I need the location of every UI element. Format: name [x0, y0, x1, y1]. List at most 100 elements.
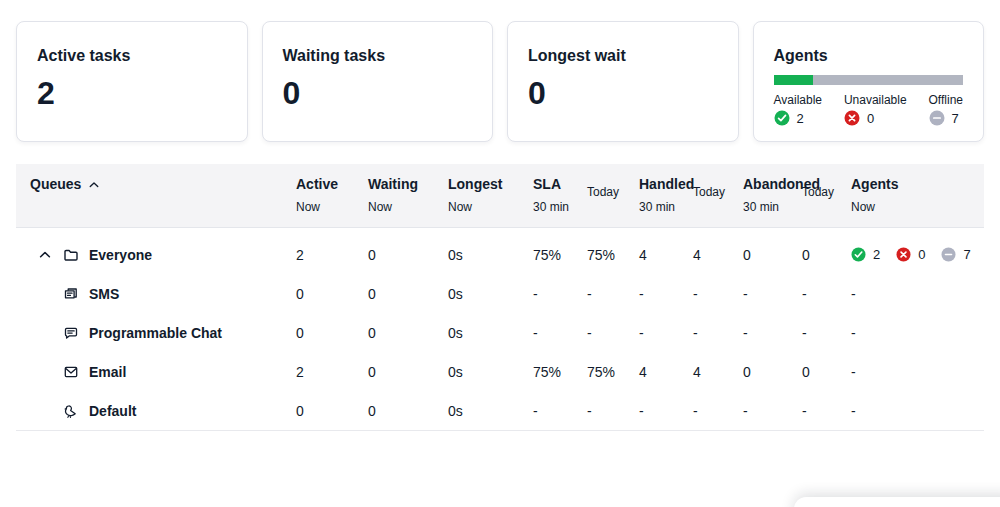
col-waiting-sub: Now: [368, 200, 448, 214]
queues-table-body: Everyone 2 0 0s 75% 75% 4 4 0 0 2 0: [16, 228, 984, 431]
chat-handled-today: -: [693, 325, 743, 341]
col-abandoned-30min-sub: 30 min: [743, 200, 802, 214]
col-sla-label: SLA: [533, 177, 587, 192]
active-tasks-title: Active tasks: [37, 46, 227, 66]
sms-sla-today: -: [587, 286, 639, 302]
email-active-now: 2: [296, 364, 368, 380]
col-abandoned-30min: Abandoned 30 min: [743, 177, 802, 214]
col-active-label: Active: [296, 177, 368, 192]
agents-unavailable-status: Unavailable 0: [844, 93, 907, 126]
col-waiting: Waiting Now: [368, 177, 448, 214]
everyone-waiting-now: 0: [368, 247, 448, 263]
everyone-handled-today: 4: [693, 247, 743, 263]
col-waiting-label: Waiting: [368, 177, 448, 192]
col-active-sub: Now: [296, 200, 368, 214]
offline-label: Offline: [929, 93, 963, 107]
sms-waiting-now: 0: [368, 286, 448, 302]
agents-bar-available-segment: [774, 75, 814, 85]
queues-table: Queues Active Now Waiting Now Longest No…: [16, 164, 984, 431]
waiting-tasks-title: Waiting tasks: [283, 46, 473, 66]
bird-icon: [63, 403, 79, 419]
sort-caret-up-icon: [88, 179, 100, 191]
col-active: Active Now: [296, 177, 368, 214]
email-abandoned-30min: 0: [743, 364, 802, 380]
everyone-abandoned-30min: 0: [743, 247, 802, 263]
everyone-agents-offline: 7: [963, 247, 970, 262]
email-waiting-now: 0: [368, 364, 448, 380]
queue-row-programmable-chat[interactable]: Programmable Chat 0 0 0s - - - - - - -: [16, 313, 984, 352]
check-circle-icon: [774, 110, 790, 126]
email-sla-30min: 75%: [533, 364, 587, 380]
col-sla-today-sub: Today: [587, 185, 639, 199]
queue-row-everyone[interactable]: Everyone 2 0 0s 75% 75% 4 4 0 0 2 0: [16, 235, 984, 274]
everyone-agents-unavailable: 0: [918, 247, 925, 262]
active-tasks-value: 2: [37, 76, 227, 110]
waiting-tasks-value: 0: [283, 76, 473, 110]
everyone-agents-available: 2: [873, 247, 880, 262]
collapse-caret-icon[interactable]: [38, 248, 52, 262]
col-handled-30min-sub: 30 min: [639, 200, 693, 214]
chat-waiting-now: 0: [368, 325, 448, 341]
col-agents: Agents Now: [851, 177, 984, 214]
unavailable-label: Unavailable: [844, 93, 907, 107]
col-abandoned-today-sub: Today: [802, 185, 851, 199]
chat-handled-30min: -: [639, 325, 693, 341]
active-tasks-card: Active tasks 2: [16, 21, 248, 142]
queues-sort-header[interactable]: Queues: [16, 177, 296, 192]
chat-agents-now: -: [851, 325, 984, 341]
sms-handled-30min: -: [639, 286, 693, 302]
folder-icon: [63, 247, 79, 263]
email-handled-today: 4: [693, 364, 743, 380]
queue-name: Default: [89, 403, 136, 419]
col-abandoned-today: Today: [802, 177, 851, 199]
x-circle-icon: [896, 247, 911, 262]
default-abandoned-today: -: [802, 403, 851, 419]
everyone-sla-30min: 75%: [533, 247, 587, 263]
sms-abandoned-today: -: [802, 286, 851, 302]
queue-row-sms[interactable]: SMS 0 0 0s - - - - - - -: [16, 274, 984, 313]
chat-sla-today: -: [587, 325, 639, 341]
agents-card-title: Agents: [774, 46, 964, 66]
offline-count: 7: [952, 111, 959, 126]
default-agents-now: -: [851, 403, 984, 419]
col-handled-label: Handled: [639, 177, 693, 192]
everyone-agents-now: 2 0 7: [851, 247, 987, 262]
col-sla-30min-sub: 30 min: [533, 200, 587, 214]
waiting-tasks-card: Waiting tasks 0: [262, 21, 494, 142]
col-handled-30min: Handled 30 min: [639, 177, 693, 214]
col-longest-sub: Now: [448, 200, 533, 214]
queue-row-email[interactable]: Email 2 0 0s 75% 75% 4 4 0 0 -: [16, 352, 984, 391]
available-label: Available: [774, 93, 822, 107]
email-abandoned-today: 0: [802, 364, 851, 380]
col-agents-sub: Now: [851, 200, 984, 214]
available-count: 2: [797, 111, 804, 126]
queue-row-default[interactable]: Default 0 0 0s - - - - - - -: [16, 391, 984, 430]
col-abandoned-label: Abandoned: [743, 177, 802, 192]
x-circle-icon: [844, 110, 860, 126]
agents-offline-status: Offline 7: [929, 93, 963, 126]
sms-handled-today: -: [693, 286, 743, 302]
chat-icon: [63, 325, 79, 341]
everyone-abandoned-today: 0: [802, 247, 851, 263]
email-icon: [63, 364, 79, 380]
col-sla-30min: SLA 30 min: [533, 177, 587, 214]
col-agents-label: Agents: [851, 177, 984, 192]
sms-icon: [63, 286, 79, 302]
agents-card: Agents Available 2 Unavailable 0 Offline: [753, 21, 985, 142]
default-handled-today: -: [693, 403, 743, 419]
sms-sla-30min: -: [533, 286, 587, 302]
sms-agents-now: -: [851, 286, 984, 302]
email-longest-now: 0s: [448, 364, 533, 380]
default-sla-today: -: [587, 403, 639, 419]
email-handled-30min: 4: [639, 364, 693, 380]
default-sla-30min: -: [533, 403, 587, 419]
email-agents-now: -: [851, 364, 984, 380]
col-longest-label: Longest: [448, 177, 533, 192]
longest-wait-card: Longest wait 0: [507, 21, 739, 142]
floating-helper-widget[interactable]: [794, 497, 1000, 507]
everyone-active-now: 2: [296, 247, 368, 263]
queues-header-label: Queues: [30, 177, 81, 192]
everyone-longest-now: 0s: [448, 247, 533, 263]
check-circle-icon: [851, 247, 866, 262]
longest-wait-value: 0: [528, 76, 718, 110]
